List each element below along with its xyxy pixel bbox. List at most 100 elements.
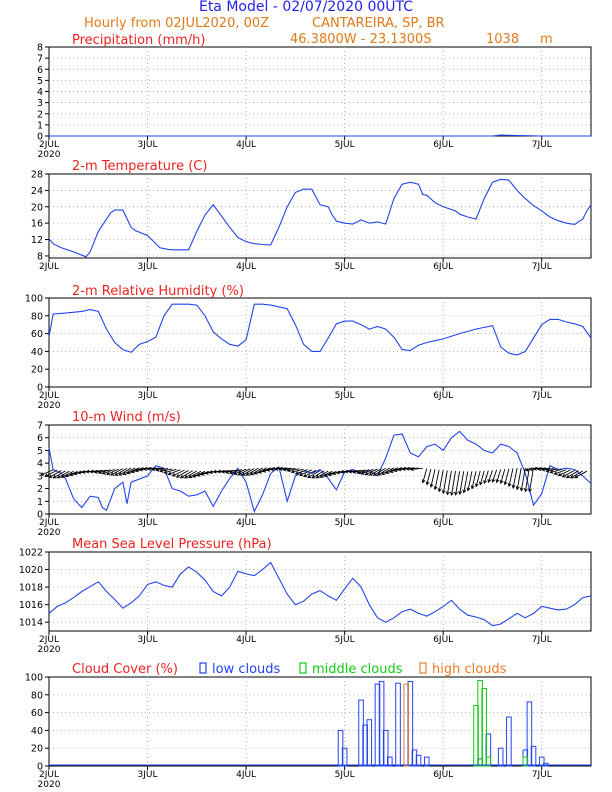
legend-label: low clouds bbox=[212, 662, 281, 677]
wind-arrow-head bbox=[393, 468, 398, 473]
wind-arrow-head bbox=[409, 467, 414, 472]
wind-arrow bbox=[467, 471, 473, 491]
model-title: Eta Model - 02/07/2020 00UTC bbox=[199, 0, 413, 15]
y-tick-label: 1 bbox=[37, 497, 43, 508]
wind-arrow-head bbox=[216, 469, 221, 474]
y-tick-label: 20 bbox=[31, 365, 43, 376]
x-tick-label: 7JUL bbox=[532, 518, 552, 528]
y-tick-label: 7 bbox=[37, 54, 43, 65]
cloud-bar bbox=[366, 719, 373, 767]
cloud-bar bbox=[395, 682, 401, 767]
wind-arrow bbox=[361, 468, 374, 475]
wind-arrow-head bbox=[474, 483, 479, 488]
wind-arrow-head bbox=[261, 468, 267, 473]
wind-arrow bbox=[57, 470, 70, 479]
wind-arrow-head bbox=[524, 467, 529, 472]
wind-arrow bbox=[315, 470, 329, 479]
wind-arrow-head bbox=[282, 467, 287, 472]
wind-arrow-head bbox=[364, 471, 369, 476]
wind-arrow-head bbox=[142, 467, 147, 471]
wind-arrow-head bbox=[212, 469, 217, 474]
wind-arrow bbox=[446, 470, 452, 495]
cloud-bar bbox=[403, 683, 410, 767]
legend-swatch bbox=[299, 662, 307, 674]
x-tick-label: 3JUL bbox=[138, 770, 158, 780]
wind-arrow-head bbox=[184, 474, 189, 479]
wind-arrow bbox=[475, 470, 481, 487]
y-tick-label: 4 bbox=[37, 87, 43, 98]
y-tick-label: 1016 bbox=[19, 600, 43, 611]
wind-arrow-head bbox=[245, 472, 250, 476]
wind-arrow bbox=[164, 468, 177, 474]
wind-arrow-head bbox=[553, 471, 558, 475]
y-tick-label: 6 bbox=[37, 433, 43, 444]
wind-arrow-head bbox=[73, 471, 78, 476]
wind-arrow bbox=[492, 469, 497, 483]
wind-arrow bbox=[570, 470, 584, 479]
wind-arrow-head bbox=[344, 469, 349, 474]
y-tick-label: 0 bbox=[37, 132, 43, 143]
wind-arrow-head bbox=[405, 466, 410, 471]
wind-arrow-head bbox=[425, 481, 430, 486]
wind-arrow-head bbox=[130, 469, 135, 474]
wind-arrow bbox=[168, 469, 181, 475]
wind-arrow bbox=[49, 470, 62, 478]
x-tick-label: 2JUL bbox=[39, 635, 59, 645]
x-tick-label: 2JUL bbox=[39, 518, 59, 528]
y-tick-label: 1020 bbox=[19, 565, 43, 576]
wind-arrow-head bbox=[93, 469, 98, 474]
wind-arrow bbox=[451, 470, 456, 496]
panel-wind: 0 1 2 34 5 67 2JUL 3JUL 4JUL 5JUL 6JUL 7JUL 2020 10-m… bbox=[37, 410, 592, 538]
wind-arrow-head bbox=[319, 474, 324, 478]
wind-arrow-head bbox=[356, 470, 361, 475]
wind-arrow bbox=[554, 469, 567, 475]
y-tick-label: 40 bbox=[31, 347, 43, 358]
wind-arrow-head bbox=[237, 471, 242, 476]
wind-arrow-head bbox=[470, 485, 475, 490]
x-tick-label: 7JUL bbox=[532, 635, 552, 645]
x-tick-label: 7JUL bbox=[532, 262, 552, 272]
y-tick-label: 80 bbox=[31, 311, 43, 322]
wind-arrow bbox=[176, 470, 189, 478]
wind-arrow-head bbox=[278, 467, 283, 471]
wind-arrow-head bbox=[479, 481, 483, 486]
wind-arrow-head bbox=[196, 473, 201, 477]
wind-arrow bbox=[438, 470, 444, 492]
wind-arrow-head bbox=[574, 474, 579, 479]
y-tick-label: 24 bbox=[31, 186, 43, 197]
wind-arrow bbox=[471, 471, 477, 489]
y-tick-label: 0 bbox=[37, 510, 43, 521]
wind-arrow-head bbox=[233, 471, 238, 475]
cloud-bar bbox=[530, 745, 537, 767]
wind-arrow-head bbox=[348, 469, 353, 474]
wind-arrow-head bbox=[56, 474, 61, 479]
wind-arrow-head bbox=[450, 491, 454, 496]
wind-arrow-head bbox=[224, 470, 230, 474]
wind-arrow bbox=[442, 470, 448, 494]
legend-swatch bbox=[199, 662, 207, 674]
wind-arrow-head bbox=[462, 489, 467, 494]
wind-arrow bbox=[430, 469, 436, 488]
x-year-label: 2020 bbox=[38, 528, 61, 538]
wind-arrow-head bbox=[339, 469, 344, 474]
wind-arrow bbox=[574, 470, 588, 479]
wind-arrow bbox=[459, 471, 465, 495]
wind-arrow-head bbox=[561, 473, 566, 478]
wind-arrow bbox=[45, 469, 58, 477]
wind-arrow-head bbox=[503, 481, 508, 486]
wind-arrow bbox=[434, 469, 440, 490]
y-tick-label: 8 bbox=[37, 43, 43, 54]
legend-swatch bbox=[419, 662, 427, 674]
wind-arrow-head bbox=[134, 468, 139, 473]
y-tick-label: 0 bbox=[37, 383, 43, 394]
wind-arrow bbox=[455, 471, 461, 495]
legend-label: middle clouds bbox=[312, 662, 403, 677]
wind-arrow-head bbox=[549, 469, 554, 474]
x-tick-label: 7JUL bbox=[532, 391, 552, 401]
wind-arrow-head bbox=[118, 472, 123, 476]
wind-arrow bbox=[516, 467, 522, 490]
panel-cloud: 0 20 40 60 80 100 2JUL 3JUL 4JUL 5JUL 6JUL 7JUL 2020… bbox=[25, 662, 592, 790]
wind-arrow-head bbox=[303, 473, 308, 478]
wind-arrow-head bbox=[294, 471, 299, 475]
wind-arrow-head bbox=[507, 483, 512, 488]
